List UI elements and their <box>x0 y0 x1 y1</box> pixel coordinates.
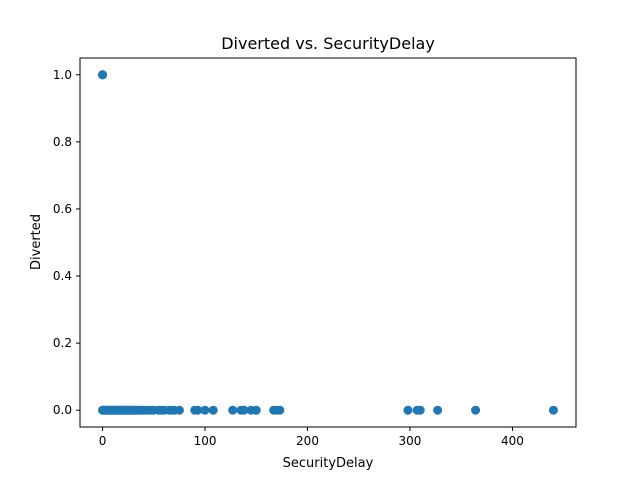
points-layer <box>98 70 558 415</box>
y-tick-label: 0.0 <box>53 403 72 417</box>
x-axis: 0 100 200 300 400 <box>99 427 524 448</box>
y-tick-label: 0.2 <box>53 336 72 350</box>
plot-frame <box>79 57 577 428</box>
data-point <box>174 405 184 415</box>
x-tick-label: 400 <box>501 434 524 448</box>
data-point <box>98 70 108 80</box>
chart-title: Diverted vs. SecurityDelay <box>221 34 435 53</box>
data-point <box>193 405 203 415</box>
data-point <box>433 405 443 415</box>
data-point <box>208 405 218 415</box>
data-point <box>239 405 249 415</box>
x-tick-label: 100 <box>194 434 217 448</box>
data-point <box>471 405 481 415</box>
y-tick-label: 0.6 <box>53 202 72 216</box>
data-point <box>415 405 425 415</box>
x-tick-label: 0 <box>99 434 107 448</box>
data-point <box>200 405 210 415</box>
y-axis-label: Diverted <box>29 214 44 270</box>
y-axis: 0.0 0.2 0.4 0.6 0.8 1.0 <box>53 68 80 417</box>
data-point <box>251 405 261 415</box>
x-axis-label: SecurityDelay <box>283 456 374 471</box>
data-point <box>275 405 285 415</box>
data-point <box>228 405 238 415</box>
x-tick-label: 300 <box>399 434 422 448</box>
data-point <box>548 405 558 415</box>
x-tick-label: 200 <box>296 434 319 448</box>
y-tick-label: 1.0 <box>53 68 72 82</box>
y-tick-label: 0.4 <box>53 269 72 283</box>
y-tick-label: 0.8 <box>53 135 72 149</box>
data-point <box>403 405 413 415</box>
